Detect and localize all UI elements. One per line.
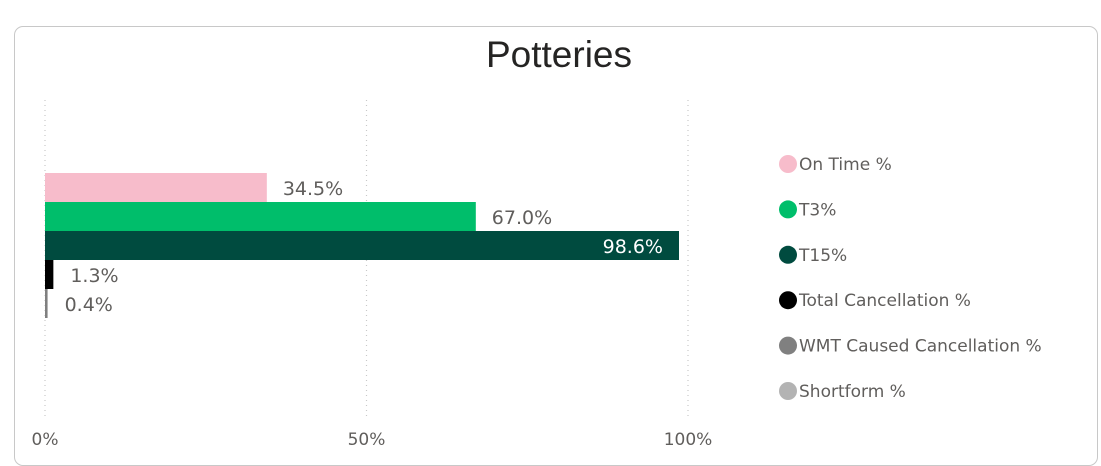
x-tick-label: 50%	[348, 430, 386, 450]
legend-label: T15%	[798, 246, 847, 266]
bar	[45, 260, 54, 289]
bar	[45, 231, 679, 260]
legend-marker-icon	[779, 336, 797, 355]
data-label: 98.6%	[603, 236, 663, 258]
data-label: 1.3%	[70, 265, 118, 287]
data-label: 34.5%	[283, 178, 343, 200]
chart-title: Potteries	[485, 34, 632, 75]
data-label: 0.4%	[65, 294, 113, 316]
legend-label: Shortform %	[799, 382, 906, 402]
legend-marker-icon	[779, 200, 797, 219]
bar	[45, 173, 267, 202]
legend-label: T3%	[798, 200, 836, 220]
legend-label: Total Cancellation %	[798, 291, 971, 311]
legend-marker-icon	[779, 245, 797, 264]
legend-marker-icon	[779, 155, 797, 173]
legend-marker-icon	[779, 291, 797, 310]
x-tick-label: 0%	[32, 430, 59, 450]
x-tick-label: 100%	[664, 430, 713, 450]
bar	[45, 289, 48, 318]
bar	[45, 202, 476, 231]
data-label: 67.0%	[492, 207, 552, 229]
legend-label: On Time %	[799, 155, 892, 175]
legend-marker-icon	[779, 382, 797, 400]
bar-chart: 0% 50% 100% 34.5% 67.0% 98.6% 1.3% 0.4% On Time …	[32, 100, 1042, 450]
legend-label: WMT Caused Cancellation %	[799, 337, 1042, 357]
